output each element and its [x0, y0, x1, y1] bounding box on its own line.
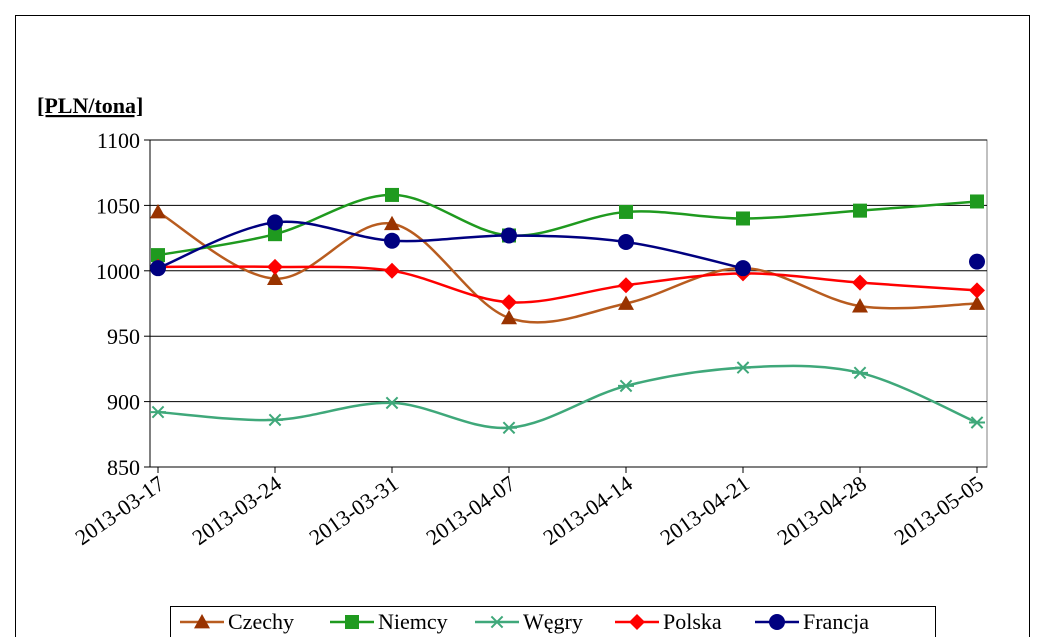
y-tick-label: 900 [107, 390, 140, 415]
marker [150, 203, 166, 219]
series-line [157, 210, 978, 324]
marker [853, 203, 867, 218]
marker [618, 234, 634, 251]
marker [969, 282, 985, 299]
y-tick-label: 1000 [96, 259, 140, 284]
marker [151, 248, 165, 263]
marker [629, 614, 645, 630]
marker [769, 614, 785, 630]
marker [618, 379, 634, 393]
legend-label: Francja [803, 609, 869, 634]
marker [267, 214, 283, 231]
marker [501, 227, 517, 244]
marker [267, 413, 283, 427]
marker [489, 615, 505, 629]
marker [384, 396, 400, 410]
marker [969, 295, 985, 310]
y-tick-label: 1050 [96, 193, 140, 218]
marker [501, 309, 517, 325]
series-line [157, 265, 978, 304]
series-line [157, 364, 978, 430]
marker [969, 253, 985, 270]
marker [852, 298, 868, 313]
y-axis-label: [PLN/tona] [37, 93, 143, 118]
y-tick-label: 950 [107, 324, 140, 349]
marker [268, 227, 282, 242]
series-line [157, 193, 978, 257]
legend-label: Czechy [228, 609, 294, 634]
marker [735, 260, 751, 277]
marker [150, 260, 166, 277]
marker [735, 361, 751, 374]
marker [150, 405, 166, 419]
y-tick-label: 850 [107, 455, 140, 480]
marker [194, 614, 210, 629]
marker [618, 295, 634, 310]
marker [852, 274, 868, 291]
marker [267, 270, 283, 286]
marker [267, 258, 283, 275]
marker [501, 294, 517, 311]
marker [385, 187, 399, 202]
legend-box [170, 606, 936, 637]
marker [501, 421, 517, 435]
y-tick-label: 1100 [97, 128, 140, 153]
series-line [157, 220, 744, 270]
marker [852, 366, 868, 380]
marker [384, 262, 400, 279]
marker [970, 194, 984, 209]
marker [384, 215, 400, 231]
legend-label: Węgry [523, 609, 583, 634]
legend-label: Niemcy [378, 609, 448, 634]
legend: Czechy Niemcy Węgry Polska Francja [170, 606, 936, 637]
marker [619, 204, 633, 219]
marker [345, 615, 359, 629]
marker [736, 211, 750, 226]
marker [618, 277, 634, 294]
marker [384, 232, 400, 249]
marker [969, 416, 985, 429]
legend-label: Polska [663, 609, 722, 634]
